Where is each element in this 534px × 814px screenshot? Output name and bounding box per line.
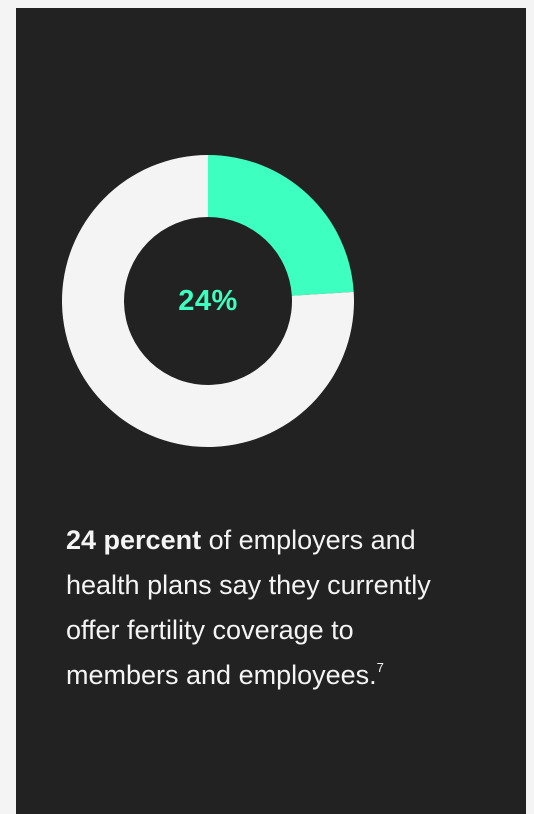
- footnote-marker: 7: [376, 660, 384, 675]
- stat-card: 24% 24 percent of employers and health p…: [16, 8, 526, 814]
- donut-chart-svg: [62, 155, 354, 447]
- caption-text: of employers and health plans say they c…: [66, 525, 431, 690]
- stat-caption: 24 percent of employers and health plans…: [66, 518, 466, 698]
- donut-slice-1: [62, 155, 354, 447]
- donut-center-label: 24%: [178, 284, 238, 317]
- donut-slice-0: [208, 155, 354, 296]
- caption-bold: 24 percent: [66, 525, 202, 555]
- donut-chart: 24%: [61, 154, 355, 448]
